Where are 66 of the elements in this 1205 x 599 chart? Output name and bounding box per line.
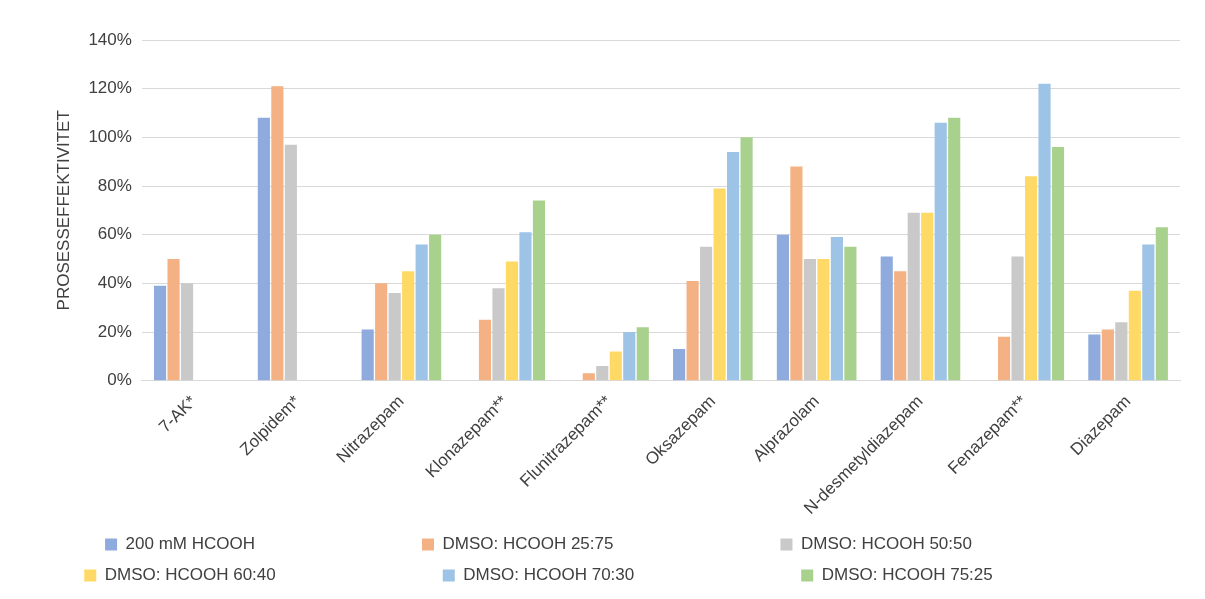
bar	[167, 259, 180, 381]
bar	[790, 166, 803, 381]
bar	[803, 259, 816, 381]
y-axis-title: PROSESSEFFEKTIVITET	[53, 110, 73, 311]
legend-label: 200 mM HCOOH	[125, 534, 408, 554]
bar	[609, 351, 622, 381]
bar	[636, 327, 649, 381]
bar	[492, 288, 505, 381]
y-tick-label: 20%	[97, 321, 132, 341]
bar	[700, 246, 713, 381]
bar	[180, 283, 194, 381]
legend-label: DMSO: HCOOH 25:75	[442, 534, 767, 554]
bar	[1024, 176, 1038, 381]
bar	[948, 117, 961, 381]
y-tick-label: 80%	[97, 175, 132, 195]
bar	[1088, 334, 1101, 381]
y-tick-label: 120%	[88, 78, 132, 98]
bar	[519, 232, 532, 381]
bar	[713, 188, 726, 381]
bar	[934, 122, 947, 381]
bar	[907, 212, 920, 381]
bar	[1038, 83, 1051, 381]
bar	[1011, 256, 1024, 381]
bar	[582, 373, 595, 381]
bar	[844, 246, 857, 381]
y-tick-label: 40%	[97, 273, 132, 293]
y-tick-label: 60%	[97, 224, 132, 244]
bar	[623, 332, 636, 381]
bar	[271, 86, 284, 381]
bar	[776, 234, 789, 381]
bar	[1155, 227, 1168, 381]
bar	[388, 293, 401, 381]
y-tick-label: 0%	[107, 370, 132, 390]
bar	[1115, 322, 1128, 381]
bar	[257, 117, 270, 381]
bar	[478, 319, 492, 381]
bar	[415, 244, 428, 381]
bar	[830, 237, 843, 381]
bar	[361, 329, 374, 381]
bar	[727, 151, 740, 381]
bar	[686, 280, 699, 381]
legend-label: DMSO: HCOOH 60:40	[104, 565, 429, 585]
bar	[880, 256, 893, 381]
bar	[153, 285, 167, 381]
y-tick-label: 140%	[88, 29, 132, 49]
y-tick-label: 100%	[88, 127, 132, 147]
bar	[921, 212, 934, 381]
legend-label: DMSO: HCOOH 70:30	[463, 565, 788, 585]
bar	[894, 271, 907, 381]
bar	[1142, 244, 1155, 381]
bar	[284, 144, 297, 381]
bar	[817, 259, 830, 381]
bar	[1128, 290, 1141, 381]
bar	[740, 137, 753, 381]
bar	[596, 366, 609, 381]
bar	[402, 271, 415, 381]
bar	[532, 200, 546, 381]
bar	[375, 283, 388, 381]
legend-label: DMSO: HCOOH 75:25	[821, 565, 1146, 585]
bar	[673, 349, 686, 381]
bar	[429, 234, 442, 381]
bar	[997, 336, 1011, 381]
bar	[1101, 329, 1114, 381]
bar	[505, 261, 519, 381]
legend-label: DMSO: HCOOH 50:50	[800, 534, 1125, 554]
bar	[1051, 147, 1065, 381]
